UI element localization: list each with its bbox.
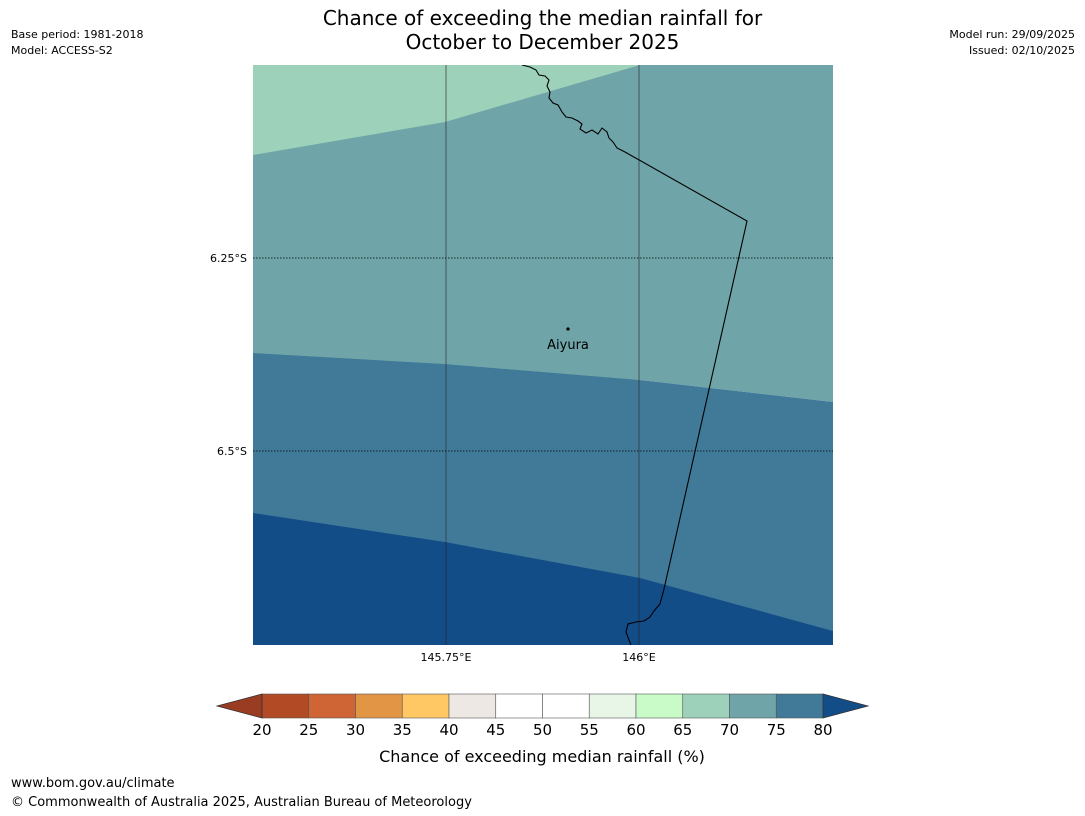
colorbar-swatch [495,693,543,719]
colorbar-tick-label: 70 [720,721,739,739]
map-title: Chance of exceeding the median rainfall … [0,6,1085,54]
colorbar-swatch [542,693,590,719]
colorbar-tick-label: 55 [580,721,599,739]
title-line-1: Chance of exceeding the median rainfall … [322,6,763,30]
lat-tick-label-6-5: 6.5°S [217,445,247,458]
lat-tick-label-6-25: 6.25°S [210,252,247,265]
colorbar-swatch [355,693,403,719]
base-period: Base period: 1981-2018 [11,28,144,41]
colorbar-swatch [729,693,777,719]
colorbar-tick-label: 80 [813,721,832,739]
colorbar-swatch [635,693,684,719]
footer-url[interactable]: www.bom.gov.au/climate [11,776,175,791]
colorbar-tick-label: 60 [626,721,645,739]
colorbar: 20 25 30 35 40 45 50 55 60 65 70 75 80 Chance of exc… [215,693,870,766]
model-name: Model: ACCESS-S2 [11,44,113,57]
zone-70-75 [253,65,833,402]
meta-right: Model run: 29/09/2025 Issued: 02/10/2025 [949,27,1075,59]
issued-date: Issued: 02/10/2025 [968,44,1075,57]
meta-left: Base period: 1981-2018 Model: ACCESS-S2 [11,27,143,59]
colorbar-tick-label: 75 [767,721,786,739]
model-run: Model run: 29/09/2025 [949,28,1075,41]
colorbar-swatch [588,693,637,719]
footer-copyright: © Commonwealth of Australia 2025, Austra… [11,795,472,810]
colorbar-over-arrow [822,693,870,719]
colorbar-under-arrow [215,693,263,719]
colorbar-tick-label: 20 [252,721,271,739]
colorbar-swatch [448,693,497,719]
lon-tick-label-145-75: 145.75°E [421,651,472,664]
colorbar-tick-label: 45 [486,721,505,739]
aiyura-label: Aiyura [547,338,589,353]
colorbar-swatch [308,693,356,719]
aiyura-marker [566,327,570,331]
colorbar-swatch [775,693,824,719]
rainfall-map: Aiyura 145.75°E 146°E 6.25°S 6.5°S [210,65,833,664]
colorbar-tick-label: 30 [346,721,365,739]
colorbar-tick-label: 65 [673,721,692,739]
colorbar-swatch [401,693,450,719]
colorbar-tick-label: 50 [533,721,552,739]
title-line-2: October to December 2025 [405,30,680,54]
colorbar-tick-label: 40 [439,721,458,739]
zone-over-80 [253,513,833,645]
colorbar-tick-label: 25 [299,721,318,739]
colorbar-label: Chance of exceeding median rainfall (%) [379,747,705,766]
lon-tick-label-146: 146°E [622,651,655,664]
colorbar-swatch [261,693,310,719]
colorbar-swatch [682,693,730,719]
province-boundary [521,65,748,645]
colorbar-tick-label: 35 [393,721,412,739]
